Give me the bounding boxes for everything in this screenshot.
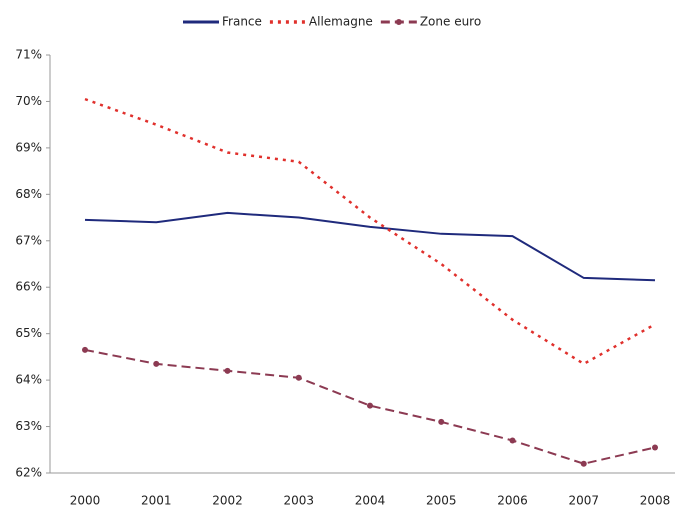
point — [153, 360, 160, 367]
legend-label: Zone euro — [420, 15, 481, 29]
y-tick-label: 71% — [15, 48, 42, 62]
y-tick-label: 65% — [15, 326, 42, 340]
y-tick-label: 69% — [15, 140, 42, 154]
legend-label: France — [222, 15, 262, 29]
y-tick-label: 70% — [15, 94, 42, 108]
point — [295, 374, 302, 381]
point — [367, 402, 373, 409]
legend-marker — [395, 19, 402, 25]
x-tick-label: 2003 — [283, 494, 314, 508]
point — [224, 367, 231, 374]
x-tick-label: 2007 — [568, 494, 599, 508]
y-tick-label: 66% — [15, 280, 42, 294]
y-tick-label: 68% — [15, 187, 42, 201]
x-tick-label: 2004 — [355, 494, 386, 508]
point — [509, 437, 516, 444]
legend-label: Allemagne — [309, 15, 373, 29]
x-tick-label: 2001 — [141, 494, 172, 508]
y-tick-label: 64% — [15, 373, 42, 387]
x-tick-label: 2008 — [640, 494, 671, 508]
y-tick-label: 62% — [15, 466, 42, 480]
point — [580, 460, 587, 467]
point — [438, 418, 445, 425]
point — [652, 444, 658, 451]
x-tick-label: 2000 — [70, 494, 101, 508]
x-tick-label: 2002 — [212, 494, 243, 508]
point — [82, 346, 88, 353]
series-line — [84, 97, 656, 366]
series-line — [84, 211, 656, 282]
x-tick-label: 2006 — [497, 494, 528, 508]
y-tick-label: 63% — [15, 419, 42, 433]
y-tick-label: 67% — [15, 233, 42, 247]
x-tick-label: 2005 — [426, 494, 457, 508]
